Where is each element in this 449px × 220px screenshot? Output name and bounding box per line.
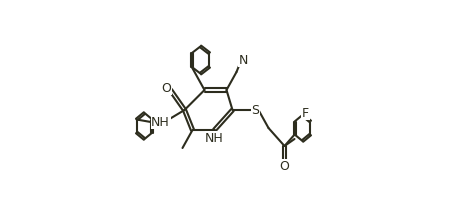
Text: N: N	[239, 53, 248, 66]
Text: F: F	[302, 106, 309, 119]
Text: NH: NH	[205, 132, 224, 145]
Text: O: O	[162, 81, 172, 95]
Text: O: O	[280, 160, 290, 172]
Text: NH: NH	[151, 116, 170, 128]
Text: S: S	[251, 103, 260, 117]
